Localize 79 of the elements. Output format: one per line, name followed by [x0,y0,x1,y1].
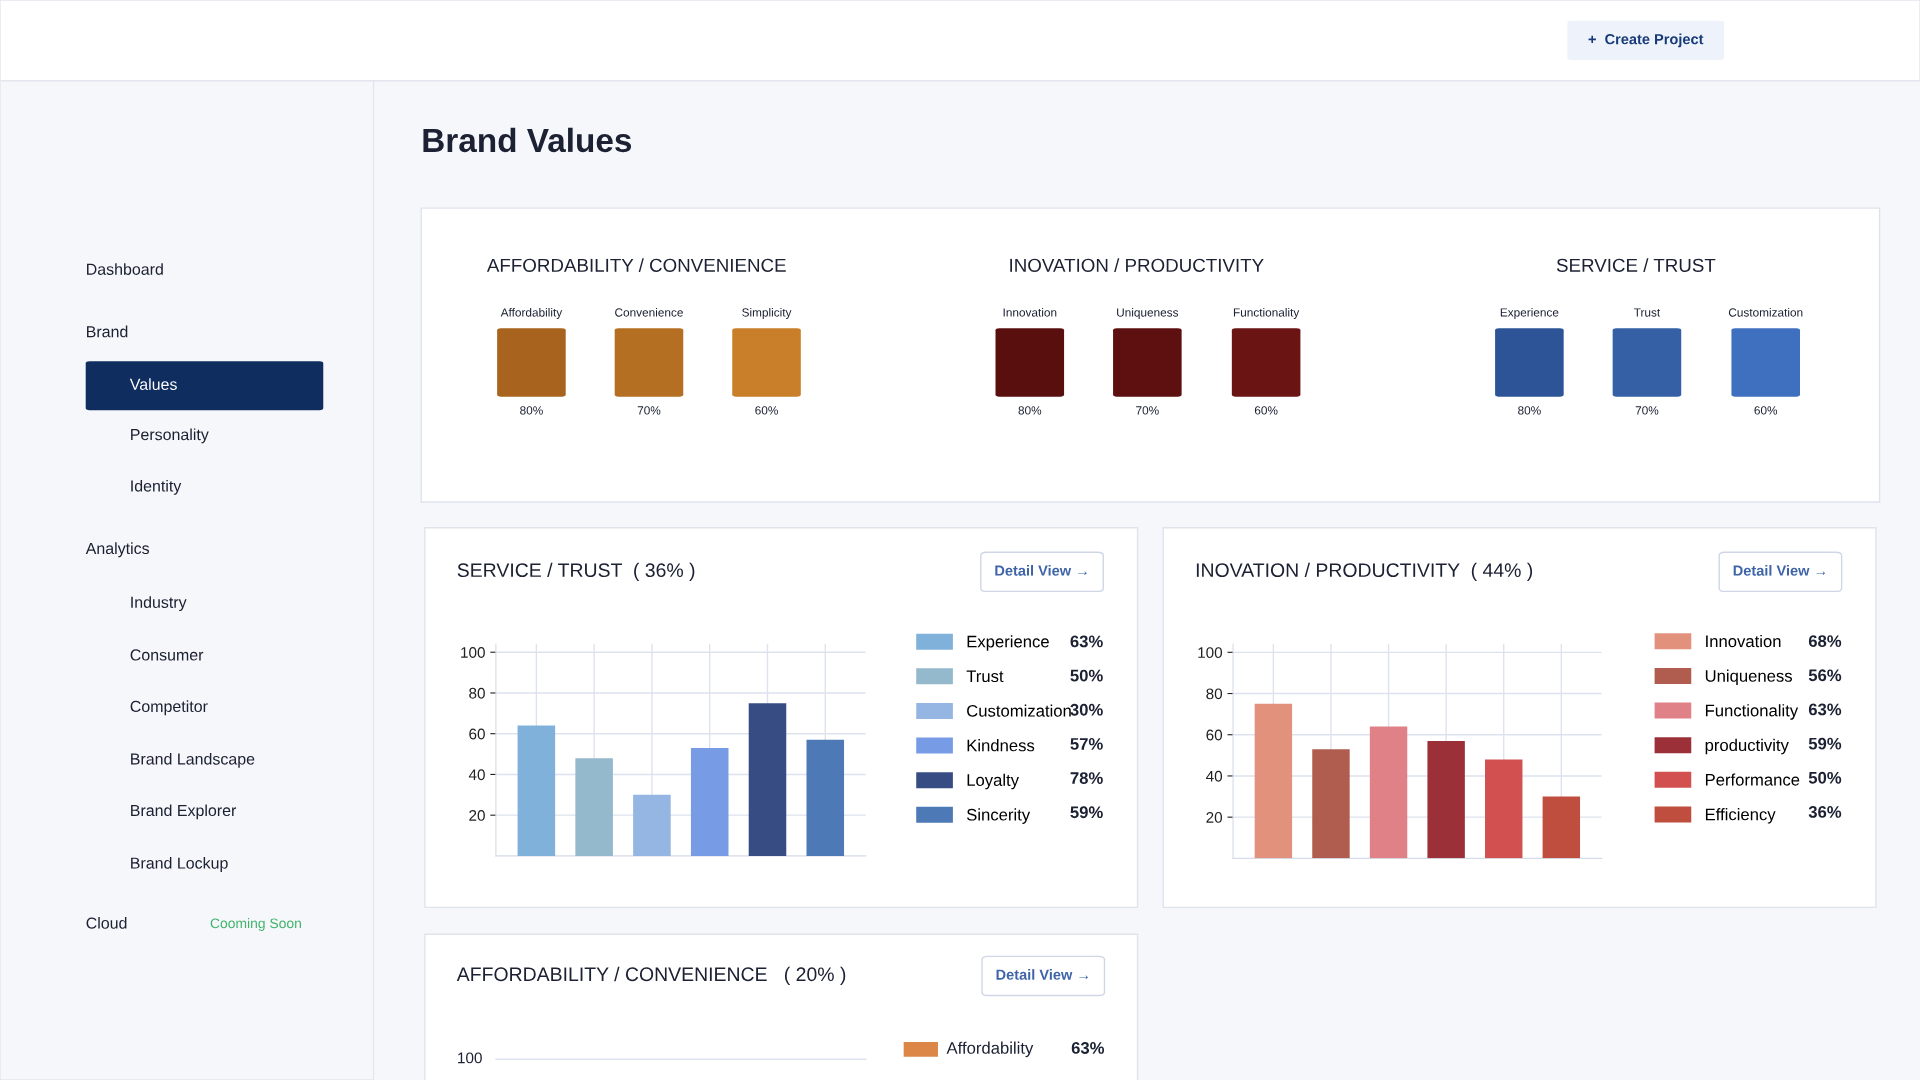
category-label: Convenience [615,307,683,317]
legend-label: Loyalty [967,773,1019,790]
text: 60% [1754,406,1778,415]
text: Cooming Soon [210,918,301,931]
chart-title: INOVATION / PRODUCTIVITY ( 44% ) [1196,562,1533,581]
category-label: Dashboard [87,263,163,275]
text: 57% [1070,738,1103,750]
text: 63% [1070,635,1103,648]
text: + Create Project [1588,33,1704,48]
text: 60% [755,406,778,415]
legend-label: Efficiency [1705,808,1776,824]
text: 80% [1518,406,1541,415]
category-label: Experience [1500,307,1559,319]
y-tick-label: 40 [468,769,485,781]
y-tick-label: 20 [1206,812,1223,823]
y-tick-label: 80 [1206,688,1223,700]
legend-label: Trust [966,670,1004,683]
category-label: Uniqueness [1117,307,1179,319]
category-label: Industry [131,596,187,612]
y-tick-label: 80 [469,687,485,699]
text: 80% [520,406,543,415]
text: 63% [1071,1042,1105,1054]
category-label: Values [129,378,177,390]
category-label: Competitor [130,700,208,716]
legend-label: Experience [967,635,1049,651]
y-tick-label: 60 [469,728,485,740]
legend-label: Customization [967,704,1071,717]
text: Detail View → [996,969,1088,980]
text: Detail View → [1733,565,1826,576]
text: 56% [1808,669,1842,682]
text: 70% [1136,406,1159,415]
text: AFFORDABILITY / CONVENIENCE [486,258,786,272]
chart-title: SERVICE / TRUST ( 36% ) [457,562,695,581]
text: 68% [1808,635,1842,648]
category-label: Customization [1728,307,1803,317]
text: 70% [637,406,661,415]
category-label: Functionality [1233,307,1300,319]
y-tick-label: 100 [461,647,485,658]
text: AFFORDABILITY / CONVENIENCE ( 20% ) [456,966,846,985]
y-tick-label: 60 [1206,729,1223,741]
text: Detail View → [995,565,1087,576]
text: 60% [1254,406,1278,415]
text: 50% [1808,771,1842,784]
text: 78% [1070,772,1103,784]
text: 63% [1808,703,1842,716]
legend-label: productivity [1705,738,1789,755]
category-label: Affordability [500,307,563,319]
text: 80% [1018,406,1042,415]
text: 59% [1808,737,1842,750]
legend-label: Uniqueness [1705,669,1793,686]
legend-label: Functionality [1705,704,1799,720]
text: 70% [1635,406,1659,415]
legend-label: Kindness [967,739,1035,752]
text: Brand Values [423,127,632,153]
text: 50% [1070,669,1103,682]
category-label: Brand Explorer [131,804,237,820]
category-label: Brand [87,325,128,338]
y-tick-label: 40 [1206,770,1223,782]
y-tick-label: 20 [469,810,485,821]
category-label: Innovation [1003,307,1057,317]
category-label: Identity [131,479,182,495]
legend-label: Performance [1705,773,1800,786]
category-label: Personality [131,428,209,444]
category-label: Trust [1633,308,1661,317]
y-tick-label: 100 [1198,647,1223,659]
category-label: Consumer [130,649,204,661]
text: INOVATION / PRODUCTIVITY [1010,258,1264,272]
category-label: Analytics [85,542,150,558]
legend-label: Innovation [1706,634,1781,648]
text: 59% [1070,806,1103,819]
category-label: Affordability [946,1041,1034,1058]
text: 36% [1808,806,1842,818]
text: SERVICE / TRUST [1556,258,1716,272]
category-label: Brand Lockup [131,857,228,872]
category-label: Cloud [86,917,127,929]
category-label: Brand Landscape [131,752,255,768]
category-label: Simplicity [742,307,792,319]
text: 30% [1070,703,1103,716]
legend-label: Sincerity [966,808,1031,824]
